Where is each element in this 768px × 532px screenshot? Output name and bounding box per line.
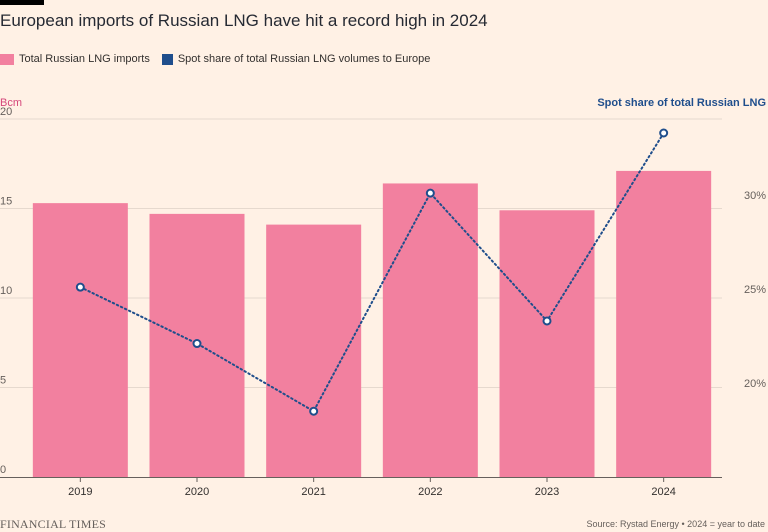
legend: Total Russian LNG imports Spot share of … — [0, 53, 442, 65]
left-axis-label: Bcm — [0, 97, 22, 109]
x-tick-label-2021: 2021 — [301, 486, 325, 498]
x-tick-label-2023: 2023 — [535, 486, 559, 498]
x-tick-label-2022: 2022 — [418, 486, 442, 498]
bar-2022 — [382, 183, 478, 477]
bars — [32, 170, 712, 478]
y-right-tick-label: 20% — [744, 378, 766, 390]
bar-2019 — [32, 203, 128, 477]
legend-label-spot-share: Spot share of total Russian LNG volumes … — [177, 53, 431, 65]
spot-share-polyline — [79, 132, 665, 413]
footer-source: Source: Rystad Energy • 2024 = year to d… — [586, 519, 765, 529]
spot-share-point-2022 — [425, 188, 435, 198]
y-left-tick-label: 5 — [0, 375, 6, 387]
y-right-tick-label: 25% — [744, 284, 766, 296]
legend-swatch-spot-share — [161, 53, 173, 65]
spot-share-line — [75, 128, 669, 416]
x-tick-label-2019: 2019 — [68, 486, 92, 498]
axes: 0 5 10 15 20 20% 25% 30% 2019 2020 2021 2022 2023 202… — [0, 106, 766, 498]
legend-item-imports: Total Russian LNG imports — [0, 53, 150, 65]
spot-share-point-2024 — [659, 128, 669, 138]
spot-share-point-2020 — [192, 339, 202, 349]
y-left-tick-label: 0 — [0, 464, 6, 476]
spot-share-point-2023 — [542, 316, 552, 326]
y-left-tick-label: 10 — [0, 285, 12, 297]
y-left-tick-label: 15 — [0, 196, 12, 208]
legend-item-spot-share: Spot share of total Russian LNG volumes … — [161, 53, 431, 65]
brand-bar — [0, 0, 44, 5]
spot-share-point-2019 — [75, 282, 85, 292]
footer-brand: FINANCIAL TIMES — [0, 517, 107, 531]
bar-2024 — [616, 170, 712, 477]
legend-swatch-imports — [0, 53, 14, 65]
spot-share-point-2021 — [309, 406, 319, 416]
right-axis-label: Spot share of total Russian LNG — [597, 97, 766, 109]
x-tick-label-2024: 2024 — [651, 486, 675, 498]
x-tick-label-2020: 2020 — [185, 486, 209, 498]
bar-2023 — [499, 210, 595, 478]
legend-label-imports: Total Russian LNG imports — [19, 53, 150, 65]
chart-title: European imports of Russian LNG have hit… — [0, 11, 488, 30]
y-left-tick-label: 20 — [0, 106, 12, 118]
y-right-tick-label: 30% — [744, 190, 766, 202]
